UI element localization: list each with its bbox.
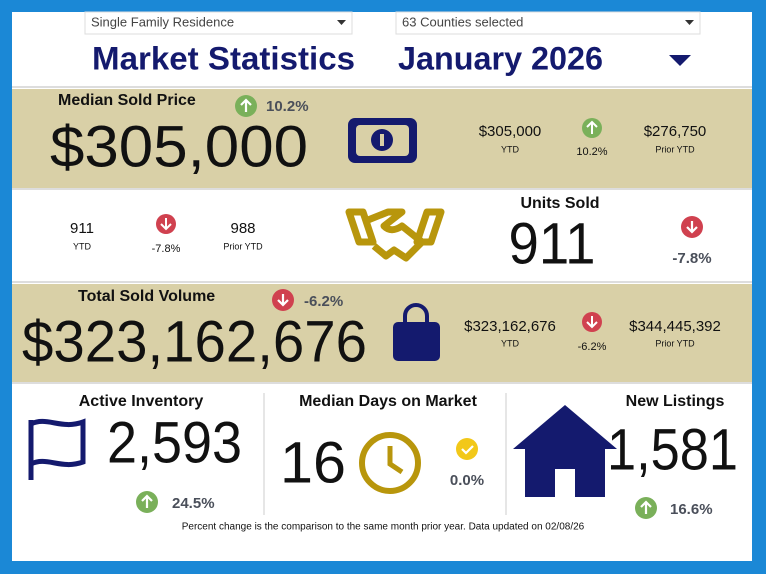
metric-label: New Listings <box>626 393 725 410</box>
prior-ytd-value: 988 <box>230 220 255 237</box>
check-icon-part <box>461 445 474 455</box>
flag-icon <box>28 418 86 480</box>
metric-label: Active Inventory <box>79 393 204 410</box>
handshake-icon-part <box>366 208 426 262</box>
period-caret[interactable] <box>669 55 691 66</box>
bag-icon <box>393 303 440 361</box>
metric-label: Units Sold <box>520 195 599 212</box>
money-icon-part <box>380 134 384 146</box>
check-icon-part <box>456 438 478 460</box>
clock-icon <box>359 432 421 494</box>
up-icon-part <box>586 120 598 134</box>
metric-value: 911 <box>509 211 596 276</box>
metric-value: 16 <box>280 430 346 495</box>
metric-change: -7.8% <box>672 250 711 267</box>
title: Market Statistics <box>92 40 355 76</box>
prior-ytd-label: Prior YTD <box>223 241 263 251</box>
down-icon <box>272 289 294 311</box>
metric-change: 0.0% <box>450 472 484 489</box>
ytd-label: YTD <box>73 241 92 251</box>
metric-label: Median Days on Market <box>299 393 478 410</box>
footnote: Percent change is the comparison to the … <box>182 522 585 533</box>
up-icon-part <box>240 98 252 112</box>
prior-ytd-label: Prior YTD <box>655 338 695 348</box>
metric-value: 1,581 <box>607 417 738 482</box>
metric-value: $305,000 <box>50 114 308 179</box>
metric-change: 16.6% <box>670 501 713 518</box>
down-icon-part <box>160 218 172 231</box>
ytd-change: -7.8% <box>152 243 181 255</box>
metric-label: Total Sold Volume <box>78 288 215 305</box>
down-icon-part <box>586 316 598 329</box>
down-icon <box>582 312 602 332</box>
prior-ytd-label: Prior YTD <box>655 144 695 154</box>
down-icon <box>681 216 703 238</box>
clock-icon-part <box>359 432 421 494</box>
house-icon <box>513 405 617 497</box>
up-icon <box>235 95 257 117</box>
dropdown-box[interactable] <box>395 11 701 35</box>
down-icon-part <box>686 221 698 234</box>
counties-dropdown[interactable]: 63 Counties selected <box>395 11 701 35</box>
bag-icon-part <box>393 322 440 361</box>
ytd-value: $305,000 <box>479 123 542 140</box>
ytd-change: -6.2% <box>578 341 607 353</box>
metric-change: 10.2% <box>266 98 309 115</box>
up-icon-part <box>640 500 652 514</box>
ytd-value: $323,162,676 <box>464 318 556 335</box>
prior-ytd-value: $344,445,392 <box>629 318 721 335</box>
bag-icon-part <box>403 303 429 322</box>
dropdown-text[interactable]: 63 Counties selected <box>402 14 523 29</box>
down-icon <box>156 214 176 234</box>
metric-change: 24.5% <box>172 495 215 512</box>
dropdown-caret[interactable] <box>685 20 694 25</box>
prior-ytd-value: $276,750 <box>644 123 707 140</box>
band <box>12 284 752 382</box>
ytd-value: 911 <box>70 220 94 237</box>
dropdown-caret[interactable] <box>337 20 346 25</box>
property-type-dropdown[interactable]: Single Family Residence <box>84 11 353 35</box>
handshake-icon <box>345 208 445 262</box>
metric-change: -6.2% <box>304 293 343 310</box>
ytd-label: YTD <box>501 144 520 154</box>
up-icon-part <box>141 494 153 508</box>
metric-value: $323,162,676 <box>22 309 367 374</box>
period[interactable]: January 2026 <box>398 40 603 76</box>
clock-icon-part <box>387 446 404 475</box>
ytd-change: 10.2% <box>576 146 607 158</box>
check-icon <box>456 438 478 460</box>
ytd-label: YTD <box>501 338 520 348</box>
money-icon <box>348 118 417 163</box>
up-icon <box>136 491 158 513</box>
up-icon <box>635 497 657 519</box>
metric-label: Median Sold Price <box>58 92 196 109</box>
dropdown-box[interactable] <box>84 11 353 35</box>
dropdown-text[interactable]: Single Family Residence <box>91 14 234 29</box>
down-icon-part <box>277 294 289 307</box>
up-icon <box>582 118 602 138</box>
metric-value: 2,593 <box>107 410 242 475</box>
